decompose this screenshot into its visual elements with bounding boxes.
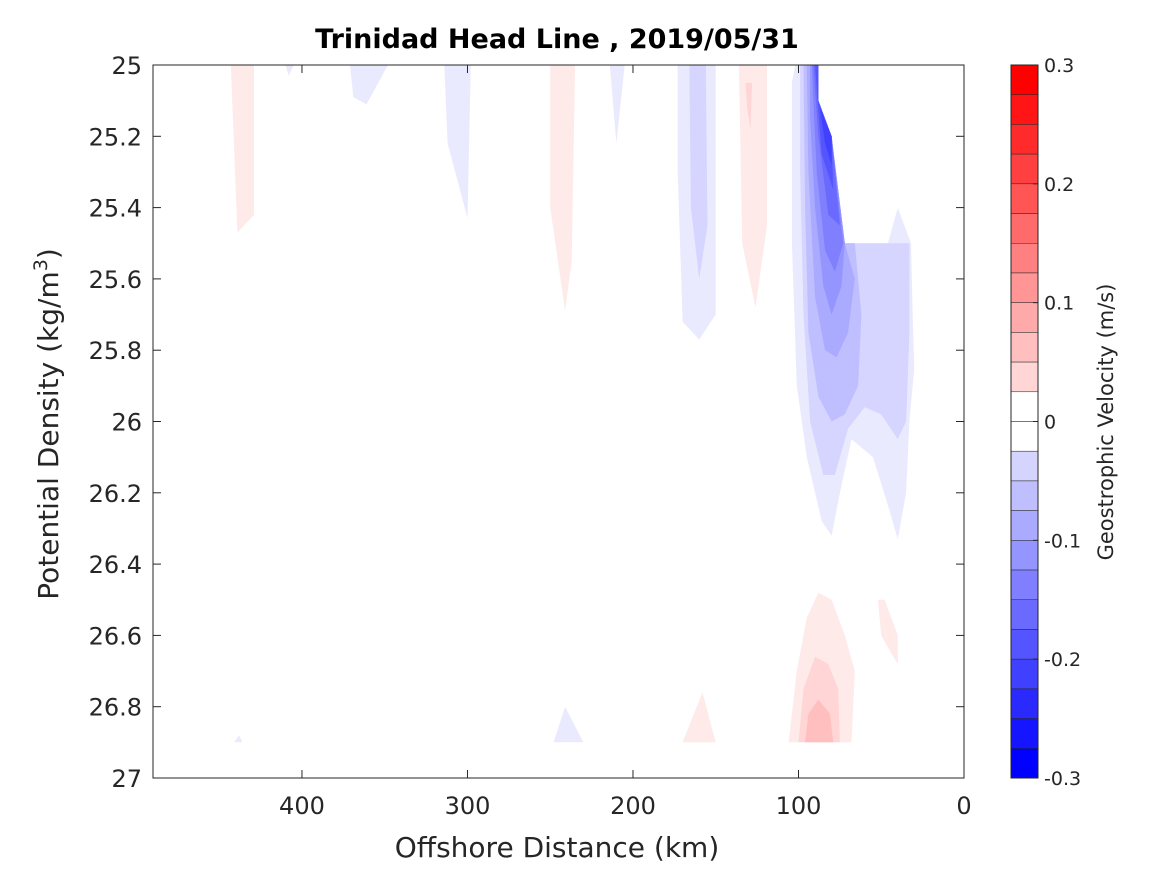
x-axis-label: Offshore Distance (km)	[395, 831, 720, 864]
y-axis-label: Potential Density (kg/m3)	[30, 248, 65, 600]
colorbar-tick-label: 0.1	[1044, 293, 1074, 315]
contour-chart: Trinidad Head Line , 2019/05/31 400 300 20…	[0, 0, 1167, 875]
colorbar-label: Geostrophic Velocity (m/s)	[1094, 284, 1118, 561]
colorbar-swatch	[1011, 95, 1038, 125]
colorbar-swatch	[1011, 332, 1038, 362]
colorbar-swatch	[1011, 273, 1038, 303]
y-tick-label: 25	[111, 52, 142, 80]
x-tick-label: 0	[956, 792, 971, 820]
x-tick-label: 400	[279, 792, 325, 820]
y-tick-label: 25.4	[89, 195, 142, 223]
colorbar: 0.3 0.2 0.1 0 -0.1 -0.2 -0.3	[1011, 55, 1081, 790]
colorbar-swatch	[1011, 422, 1038, 452]
colorbar-swatch	[1011, 362, 1038, 392]
colorbar-swatch	[1011, 600, 1038, 630]
colorbar-swatch	[1011, 124, 1038, 154]
x-tick-label: 200	[610, 792, 656, 820]
y-tick-label: 26.4	[89, 551, 142, 579]
colorbar-tick-label: 0.3	[1044, 55, 1074, 77]
colorbar-swatch	[1011, 451, 1038, 481]
x-tick-label: 300	[445, 792, 491, 820]
colorbar-swatch	[1011, 719, 1038, 749]
colorbar-swatch	[1011, 748, 1038, 778]
y-tick-label: 25.2	[89, 123, 142, 151]
colorbar-swatch	[1011, 540, 1038, 570]
colorbar-tick-label: -0.2	[1044, 649, 1081, 671]
colorbar-tick-label: -0.3	[1044, 768, 1081, 790]
colorbar-tick-label: -0.1	[1044, 530, 1081, 552]
y-tick-label: 26.8	[89, 694, 142, 722]
colorbar-tick-label: 0	[1044, 412, 1056, 434]
colorbar-swatch	[1011, 392, 1038, 422]
colorbar-swatch	[1011, 243, 1038, 273]
colorbar-tick-label: 0.2	[1044, 174, 1074, 196]
y-tick-label: 26	[111, 409, 142, 437]
colorbar-swatch	[1011, 65, 1038, 95]
chart-title: Trinidad Head Line , 2019/05/31	[315, 24, 799, 55]
colorbar-swatch	[1011, 570, 1038, 600]
y-tick-label: 26.2	[89, 480, 142, 508]
colorbar-swatch	[1011, 629, 1038, 659]
colorbar-swatch	[1011, 184, 1038, 214]
colorbar-swatch	[1011, 689, 1038, 719]
colorbar-swatch	[1011, 303, 1038, 333]
colorbar-swatch	[1011, 154, 1038, 184]
y-tick-label: 25.6	[89, 266, 142, 294]
colorbar-swatch	[1011, 511, 1038, 541]
colorbar-swatch	[1011, 659, 1038, 689]
y-tick-label: 27	[111, 765, 142, 793]
colorbar-swatch	[1011, 214, 1038, 244]
y-tick-label: 25.8	[89, 337, 142, 365]
x-tick-label: 100	[776, 792, 822, 820]
colorbar-swatch	[1011, 481, 1038, 511]
y-tick-label: 26.6	[89, 622, 142, 650]
